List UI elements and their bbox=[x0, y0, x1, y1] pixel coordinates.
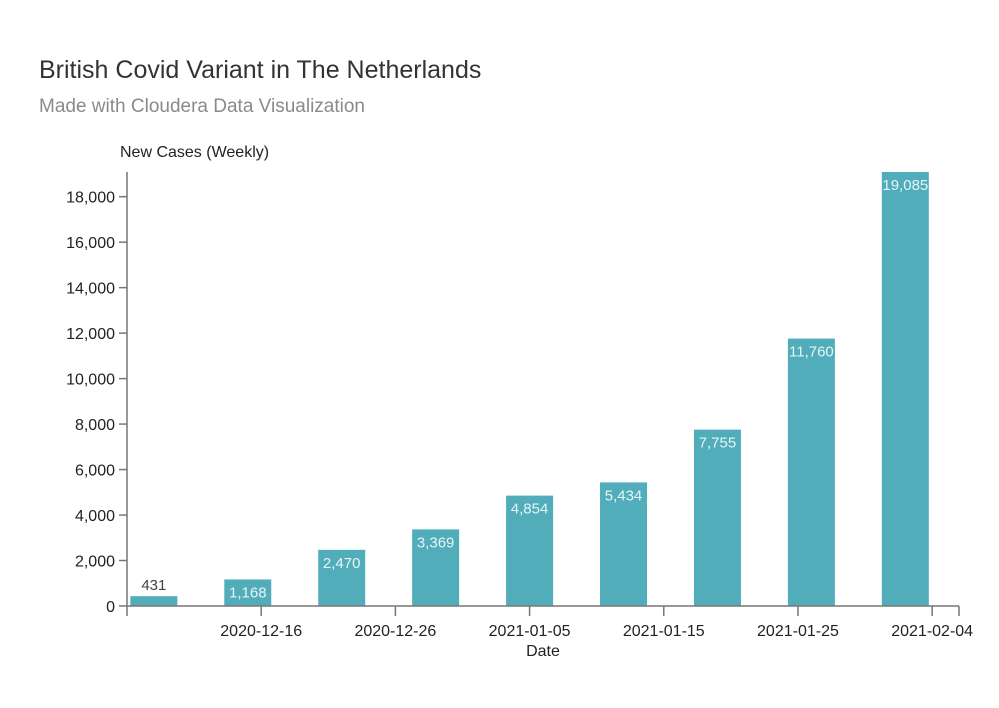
x-tick-label: 2020-12-16 bbox=[220, 623, 302, 640]
data-label: 19,085 bbox=[882, 177, 928, 194]
y-tick-label: 8,000 bbox=[75, 417, 115, 434]
data-label: 1,168 bbox=[229, 584, 267, 601]
y-tick-label: 14,000 bbox=[66, 281, 115, 298]
chart-subtitle: Made with Cloudera Data Visualization bbox=[39, 96, 365, 117]
data-label: 7,755 bbox=[699, 435, 737, 452]
bar bbox=[318, 549, 366, 606]
y-tick-label: 6,000 bbox=[75, 463, 115, 480]
bar bbox=[412, 529, 460, 606]
bar bbox=[693, 429, 741, 606]
bar bbox=[506, 495, 554, 606]
y-tick-label: 18,000 bbox=[66, 190, 115, 207]
chart-title: British Covid Variant in The Netherlands bbox=[39, 56, 482, 84]
data-label: 11,760 bbox=[789, 344, 834, 361]
y-tick-label: 10,000 bbox=[66, 372, 115, 389]
data-label: 431 bbox=[141, 577, 166, 594]
y-tick-label: 16,000 bbox=[66, 235, 115, 252]
x-tick-label: 2020-12-26 bbox=[354, 623, 436, 640]
bar bbox=[130, 596, 178, 606]
y-axis-label: New Cases (Weekly) bbox=[120, 144, 269, 161]
data-label: 5,434 bbox=[605, 487, 643, 504]
bar bbox=[787, 338, 835, 606]
x-tick-label: 2021-01-05 bbox=[489, 623, 571, 640]
x-tick-label: 2021-01-15 bbox=[623, 623, 705, 640]
y-tick-label: 12,000 bbox=[66, 326, 115, 343]
y-tick-label: 2,000 bbox=[75, 554, 115, 571]
x-tick-label: 2021-02-04 bbox=[891, 623, 973, 640]
bar bbox=[224, 579, 272, 606]
bar bbox=[881, 172, 929, 606]
y-tick-label: 4,000 bbox=[75, 508, 115, 525]
bar bbox=[600, 482, 648, 606]
x-tick-label: 2021-01-25 bbox=[757, 623, 839, 640]
data-label: 4,854 bbox=[511, 501, 549, 518]
data-label: 2,470 bbox=[323, 555, 361, 572]
x-axis-label: Date bbox=[526, 643, 560, 660]
data-label: 3,369 bbox=[417, 534, 455, 551]
y-tick-label: 0 bbox=[106, 599, 115, 616]
